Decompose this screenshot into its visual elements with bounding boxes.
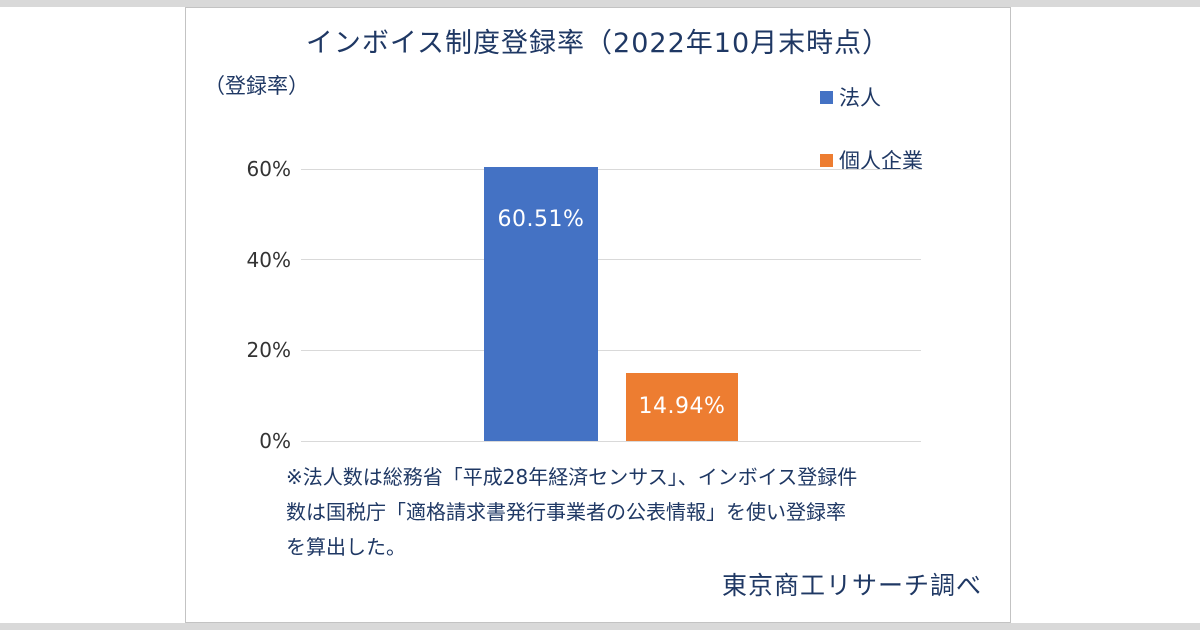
bar-value-label: 14.94% [638, 394, 726, 420]
plot-area: 0% 20% 40% 60% 60.51% 14.94% [247, 157, 921, 453]
legend: 法人 個人企業 [820, 82, 923, 175]
footnote-line: を算出した。 [286, 535, 406, 559]
bar-value-label: 60.51% [497, 206, 585, 232]
chart-title: インボイス制度登録率（2022年10月末時点） [305, 28, 891, 59]
gridline-40% [301, 259, 921, 261]
ytick-label: 0% [259, 429, 291, 453]
bottom-strip [0, 623, 1200, 630]
footnote-line: 数は国税庁「適格請求書発行事業者の公表情報」を使い登録率 [286, 500, 846, 524]
ytick-label: 60% [246, 157, 291, 181]
credit-text: 東京商工リサーチ調べ [721, 571, 982, 600]
y-axis-title: （登録率） [204, 74, 309, 98]
chart-card: インボイス制度登録率（2022年10月末時点） （登録率） 法人 個人企業 0% 2… [185, 7, 1011, 623]
gridline-60% [301, 168, 921, 170]
legend-label: 法人 [839, 86, 881, 110]
gridline-20% [301, 349, 921, 351]
legend-item: 法人 [820, 82, 923, 112]
legend-swatch-icon [820, 90, 833, 104]
chart-bar-2: 14.94% [626, 373, 738, 441]
ytick-label: 20% [246, 338, 291, 363]
footnote-line: ※法人数は総務省「平成28年経済センサス」、インボイス登録件 [286, 465, 858, 489]
footnote: ※法人数は総務省「平成28年経済センサス」、インボイス登録件 数は国税庁「適格請求… [286, 460, 857, 565]
ytick-label: 40% [246, 247, 291, 272]
top-strip [0, 0, 1200, 7]
legend-swatch-icon [820, 153, 833, 167]
gridline-0% [301, 440, 921, 442]
chart-bar-1: 60.51% [484, 166, 598, 441]
